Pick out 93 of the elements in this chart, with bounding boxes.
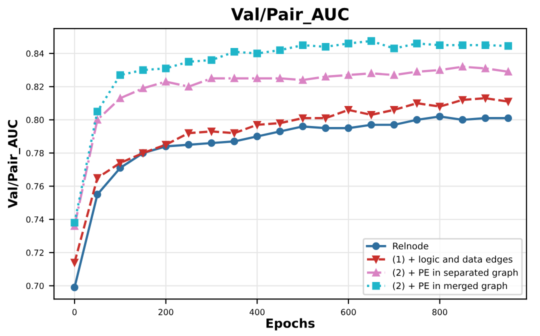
y-tick-label: 0.80 bbox=[26, 116, 44, 124]
point bbox=[367, 111, 376, 119]
x-tick-label: 200 bbox=[158, 308, 174, 316]
point bbox=[367, 70, 376, 78]
point bbox=[413, 40, 421, 48]
point bbox=[458, 116, 466, 124]
x-tick-label: 0 bbox=[72, 308, 77, 316]
point bbox=[162, 78, 170, 86]
point bbox=[253, 120, 261, 129]
point bbox=[208, 139, 216, 147]
point bbox=[390, 44, 398, 52]
point bbox=[482, 94, 490, 102]
y-tick-label: 0.72 bbox=[26, 250, 44, 256]
point bbox=[276, 46, 284, 54]
point bbox=[344, 106, 352, 114]
point bbox=[458, 62, 466, 71]
point bbox=[390, 106, 398, 114]
point bbox=[504, 68, 512, 76]
point bbox=[116, 71, 124, 79]
point bbox=[116, 94, 124, 102]
x-axis-title: Epochs bbox=[266, 318, 315, 330]
point bbox=[322, 72, 330, 80]
point bbox=[390, 120, 398, 129]
point bbox=[436, 102, 444, 110]
y-tick-label: 0.84 bbox=[26, 50, 44, 57]
point bbox=[298, 41, 307, 49]
point bbox=[436, 112, 444, 120]
point bbox=[367, 37, 376, 45]
legend-label: (1) + logic and data edges bbox=[393, 256, 512, 264]
point bbox=[344, 71, 352, 79]
x-tick-label: 800 bbox=[432, 308, 448, 316]
point bbox=[458, 96, 466, 104]
point bbox=[139, 66, 147, 74]
point bbox=[322, 124, 330, 132]
x-tick-label: 400 bbox=[250, 308, 265, 316]
legend-label: Relnode bbox=[393, 242, 428, 250]
point bbox=[322, 42, 330, 51]
point bbox=[230, 129, 238, 137]
point bbox=[344, 40, 352, 48]
point bbox=[367, 120, 376, 129]
point bbox=[184, 140, 192, 149]
y-tick-label: 0.70 bbox=[26, 282, 44, 290]
point bbox=[70, 218, 78, 227]
point bbox=[230, 48, 238, 56]
point bbox=[413, 99, 421, 108]
point bbox=[276, 128, 284, 136]
y-axis-title: Val/Pair_AUC bbox=[8, 120, 20, 208]
point bbox=[322, 114, 330, 122]
point bbox=[94, 174, 102, 182]
y-tick-label: 0.76 bbox=[26, 183, 44, 190]
point bbox=[504, 42, 512, 50]
point bbox=[276, 74, 284, 82]
point bbox=[230, 138, 238, 146]
point bbox=[208, 74, 216, 82]
point bbox=[298, 122, 307, 130]
point bbox=[390, 71, 398, 79]
x-tick-label: 600 bbox=[341, 308, 356, 316]
chart-title: Val/Pair_AUC bbox=[231, 8, 348, 24]
point bbox=[482, 64, 490, 72]
point bbox=[184, 82, 192, 90]
point bbox=[208, 56, 216, 64]
point bbox=[458, 41, 466, 49]
point bbox=[298, 114, 307, 122]
legend-label: (2) + PE in separated graph bbox=[393, 268, 518, 278]
point bbox=[94, 108, 102, 116]
point bbox=[184, 129, 192, 137]
point bbox=[253, 132, 261, 140]
point bbox=[70, 284, 78, 292]
point bbox=[139, 84, 147, 92]
point bbox=[413, 116, 421, 124]
y-tick-label: 0.78 bbox=[26, 150, 44, 156]
point bbox=[504, 114, 512, 122]
point bbox=[230, 74, 238, 82]
point bbox=[184, 58, 192, 66]
point bbox=[276, 119, 284, 127]
point bbox=[162, 64, 170, 72]
point bbox=[436, 66, 444, 74]
y-tick-label: 0.74 bbox=[26, 216, 44, 223]
point bbox=[70, 258, 78, 266]
y-tick-label: 0.82 bbox=[26, 84, 44, 90]
point bbox=[94, 190, 102, 198]
point bbox=[482, 114, 490, 122]
legend-label: (2) + PE in merged graph bbox=[393, 282, 507, 291]
point bbox=[344, 124, 352, 132]
point bbox=[482, 41, 490, 49]
point bbox=[413, 68, 421, 76]
point bbox=[298, 76, 307, 84]
point bbox=[504, 98, 512, 106]
point bbox=[116, 159, 124, 167]
point bbox=[253, 50, 261, 58]
point bbox=[436, 41, 444, 49]
point bbox=[253, 74, 261, 82]
point bbox=[208, 128, 216, 136]
